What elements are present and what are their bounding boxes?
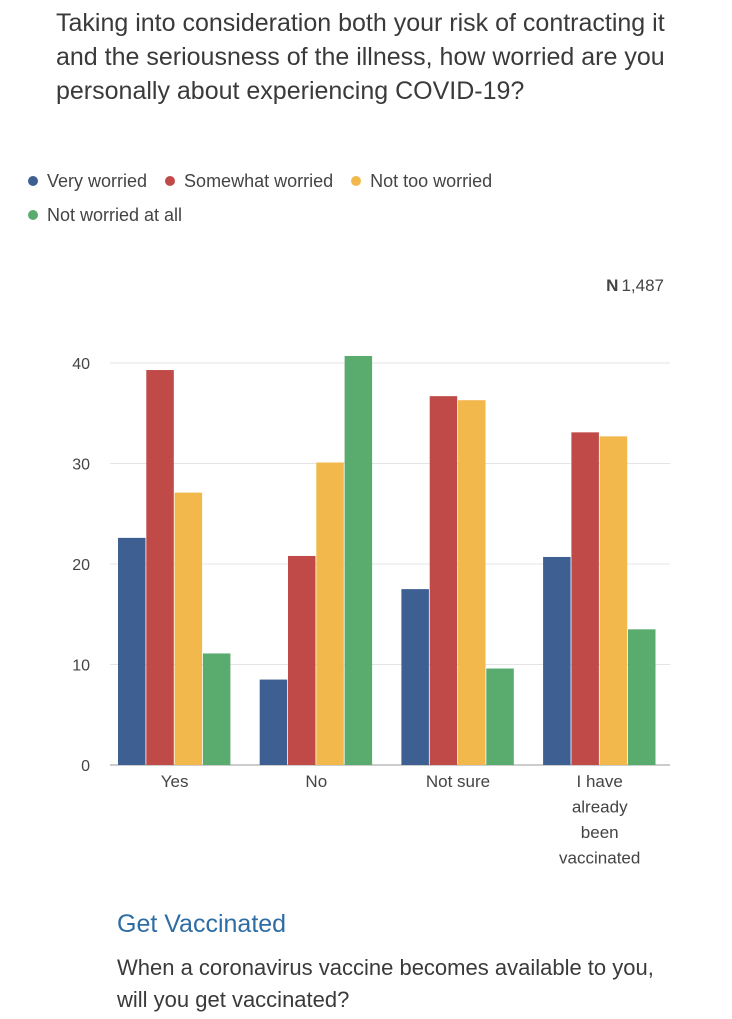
- bar: [288, 555, 316, 765]
- bar: [174, 492, 203, 765]
- bar: [429, 396, 458, 765]
- legend: Very worried Somewhat worried Not too worr…: [28, 164, 668, 232]
- y-tick-label: 40: [72, 356, 90, 373]
- bar-chart: 0 10 20 30 40 Yes No Not sure I have already been v…: [72, 355, 670, 868]
- y-tick-label: 10: [72, 658, 90, 675]
- legend-dot-icon: [28, 210, 38, 220]
- bar: [202, 653, 231, 765]
- x-tick-label: Not sure: [426, 772, 490, 791]
- bar: [316, 462, 344, 765]
- bar: [458, 400, 486, 765]
- bar: [146, 370, 174, 765]
- sample-size-label: N: [606, 276, 619, 295]
- legend-item[interactable]: Not worried at all: [28, 198, 182, 232]
- x-tick-label: already: [572, 798, 628, 817]
- x-tick-label: vaccinated: [559, 849, 640, 868]
- legend-dot-icon: [165, 176, 176, 186]
- legend-label: Very worried: [47, 170, 148, 191]
- legend-dot-icon: [28, 176, 38, 186]
- sample-size: N 1,487: [606, 276, 664, 296]
- sample-size-value: 1,487: [621, 276, 664, 295]
- bar: [401, 589, 429, 765]
- legend-item[interactable]: Not too worried: [351, 164, 492, 198]
- x-tick-label: Yes: [161, 772, 189, 791]
- bar: [628, 629, 656, 765]
- legend-label: Somewhat worried: [184, 170, 334, 191]
- bar: [486, 668, 514, 765]
- x-tick-label: I have: [577, 772, 623, 791]
- legend-item[interactable]: Somewhat worried: [165, 164, 333, 198]
- x-tick-label: No: [305, 772, 327, 791]
- legend-item[interactable]: Very worried: [28, 164, 147, 198]
- legend-dot-icon: [351, 176, 362, 186]
- section-heading: Get Vaccinated: [117, 910, 287, 938]
- bar: [571, 432, 599, 765]
- section-question: When a coronavirus vaccine becomes avail…: [117, 955, 654, 1012]
- bar: [543, 556, 571, 765]
- chart-title: Taking into consideration both your risk…: [56, 9, 665, 105]
- y-tick-label: 30: [72, 457, 90, 474]
- bar: [118, 537, 146, 765]
- bar: [259, 679, 288, 765]
- y-tick-label: 0: [81, 758, 90, 775]
- bar: [599, 436, 628, 765]
- y-tick-label: 20: [72, 557, 90, 574]
- legend-label: Not worried at all: [47, 204, 183, 225]
- legend-label: Not too worried: [370, 170, 493, 191]
- bar: [344, 355, 373, 765]
- x-tick-label: been: [581, 823, 619, 842]
